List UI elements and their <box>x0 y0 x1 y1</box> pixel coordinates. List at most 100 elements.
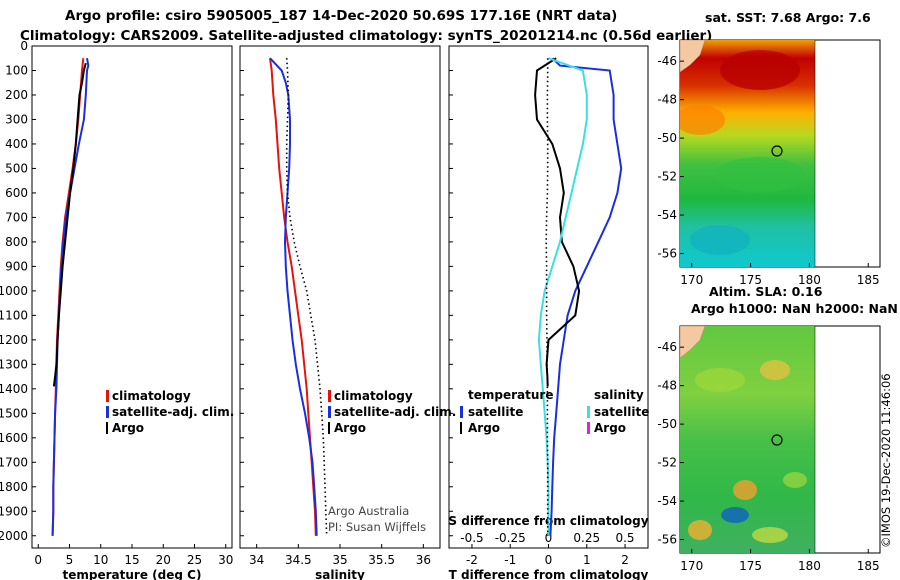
legend-swatch-s-satellite <box>587 406 590 418</box>
y-tick-label: 1000 <box>0 284 28 298</box>
y-tick-label: 1500 <box>0 406 28 420</box>
x-tick-label: 35.5 <box>368 553 395 567</box>
x-tick-label: 34.5 <box>285 553 312 567</box>
legend-swatch-argo <box>106 422 108 434</box>
x-tick2-label: 0.5 <box>615 531 634 545</box>
figure-title-2: Climatology: CARS2009. Satellite-adjuste… <box>20 28 712 44</box>
x-tick-label: 25 <box>187 553 202 567</box>
x-tick-label: 30 <box>218 553 233 567</box>
legend-swatch-satellite <box>106 406 109 418</box>
series-line-reference <box>285 58 328 536</box>
legend-swatch-satellite <box>328 406 331 418</box>
x-tick-label: 0 <box>545 553 553 567</box>
x-tick2-label: -0.5 <box>460 531 483 545</box>
plot-frame <box>239 45 441 549</box>
legend-label-climatology: climatology <box>112 389 191 403</box>
sst-map <box>679 39 881 268</box>
map-y-tick-label: -50 <box>657 131 677 145</box>
map-y-tick-label: -50 <box>657 417 677 431</box>
sla-patch <box>695 368 745 392</box>
y-tick-label: 2000 <box>0 529 28 543</box>
legend-swatch-argo <box>328 422 330 434</box>
map-y-tick-label: -48 <box>657 93 677 107</box>
sla-patch <box>733 480 757 500</box>
sla-patch <box>721 507 749 523</box>
map-x-tick-label: 175 <box>739 273 762 287</box>
y-tick-label: 400 <box>5 137 28 151</box>
x-tick-label: -1 <box>504 553 516 567</box>
sst-patch <box>680 105 725 135</box>
series-line-temperature-satellite <box>549 57 623 536</box>
legend-swatch-climatology <box>328 390 331 402</box>
sla-patch <box>760 360 790 380</box>
y-tick-label: 1800 <box>0 480 28 494</box>
map-y-tick-label: -46 <box>657 340 677 354</box>
x-tick-label: 0 <box>34 553 42 567</box>
map-y-tick-label: -52 <box>657 456 677 470</box>
y-tick-label: 1600 <box>0 431 28 445</box>
salinity-profile-panel: 34 34.5 35 35.5 36 salinity <box>239 45 441 580</box>
map-y-tick-label: -46 <box>657 54 677 68</box>
legend-label-t-argo: Argo <box>468 421 500 435</box>
legend-label-satellite: satellite-adj. clim. <box>112 405 234 419</box>
map-x-tick-label: 180 <box>798 559 821 573</box>
x-axis-title: T difference from climatology <box>449 568 649 580</box>
legend-label-s-satellite: satellite <box>594 405 649 419</box>
map-y-tick-label: -48 <box>657 379 677 393</box>
legend-label-climatology: climatology <box>334 389 413 403</box>
y-tick-label: 700 <box>5 210 28 224</box>
x-axis-title: temperature (deg C) <box>63 568 202 580</box>
map-x-tick-label: 170 <box>680 273 703 287</box>
coastline-nz <box>680 326 706 359</box>
legend-label-argo: Argo <box>112 421 144 435</box>
sst-cold-patch <box>690 225 750 255</box>
y-tick-label: 900 <box>5 259 28 273</box>
legend-label-t-satellite: satellite <box>468 405 523 419</box>
x-tick-label: 35 <box>332 553 347 567</box>
y-tick-label: 800 <box>5 235 28 249</box>
y-tick-label: 300 <box>5 112 28 126</box>
map-x-tick-label: 175 <box>739 559 762 573</box>
series-line-salinity-satellite <box>537 57 588 536</box>
legend-swatch-t-argo <box>460 422 462 434</box>
legend-head-temperature: temperature <box>468 388 553 402</box>
map-x-tick-label: 185 <box>857 559 880 573</box>
x-tick2-label: 0 <box>545 531 553 545</box>
sla-patch <box>752 527 788 543</box>
series-line-argo <box>52 62 87 387</box>
y-tick-label: 1200 <box>0 333 28 347</box>
argo-position-marker <box>771 434 783 446</box>
map-x-tick-label: 180 <box>798 273 821 287</box>
x-tick-label: 5 <box>66 553 74 567</box>
legend-swatch-t-satellite <box>460 406 463 418</box>
y-tick-label: 200 <box>5 88 28 102</box>
x-tick2-label: 0.25 <box>573 531 600 545</box>
imos-watermark: ©IMOS 19-Dec-2020 11:46:06 <box>879 373 893 548</box>
credit-line-1: Argo Australia <box>328 504 409 518</box>
figure-title-1: Argo profile: csiro 5905005_187 14-Dec-2… <box>65 8 617 24</box>
legend-label-s-argo: Argo <box>594 421 626 435</box>
y-tick-label: 1700 <box>0 455 28 469</box>
legend-label-satellite: satellite-adj. clim. <box>334 405 456 419</box>
sst-warm-patch <box>720 50 800 90</box>
argo-position-marker <box>771 145 783 157</box>
map-y-tick-label: -54 <box>657 494 677 508</box>
sla-patch <box>688 520 712 540</box>
credit-line-2: PI: Susan Wijffels <box>328 520 426 534</box>
x-tick-label: -2 <box>466 553 478 567</box>
y-tick-label: 0 <box>20 39 28 53</box>
y-tick-label: 100 <box>5 63 28 77</box>
x-tick-label: 15 <box>124 553 139 567</box>
map-sla-title-2: Argo h1000: NaN h2000: NaN <box>691 301 898 316</box>
difference-profile-panel: -2 -1 0 1 2-0.5 -0.25 0 0.25 0.5S difference fro… <box>448 45 649 580</box>
plot-frame <box>31 45 233 549</box>
x-tick-label: 2 <box>621 553 629 567</box>
map-sst-title: sat. SST: 7.68 Argo: 7.6 <box>705 10 871 25</box>
x-tick-label: 1 <box>583 553 591 567</box>
x-tick-label: 20 <box>156 553 171 567</box>
sla-field <box>680 326 815 553</box>
legend-swatch-s-argo <box>587 422 590 434</box>
legend-swatch-climatology <box>106 390 109 402</box>
